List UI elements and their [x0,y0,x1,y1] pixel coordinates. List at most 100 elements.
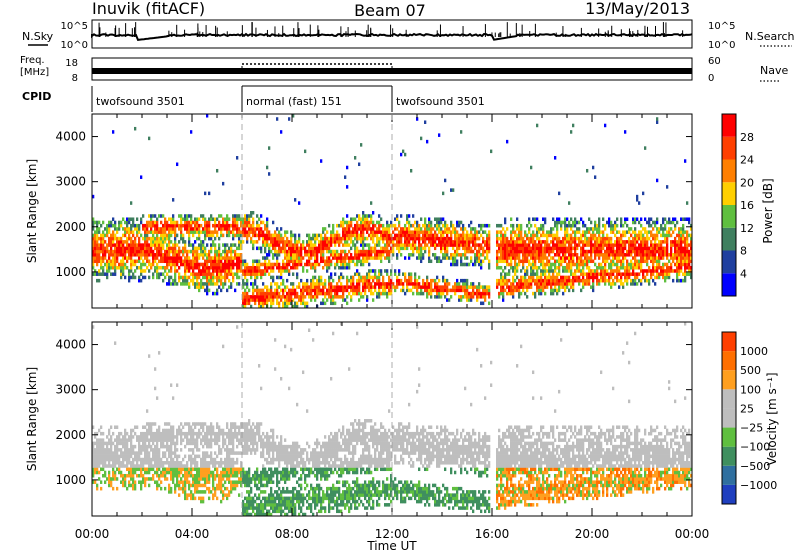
range-gate-cell [602,233,605,238]
range-gate-cell [172,230,175,234]
range-gate-cell [532,233,535,238]
range-gate-cell [102,236,105,241]
range-gate-cell [484,298,487,302]
range-gate-cell [436,285,439,289]
range-gate-cell [550,288,553,293]
range-gate-cell [412,291,415,296]
range-gate-cell [568,246,571,251]
range-gate-cell [346,275,349,280]
range-gate-cell [186,220,189,225]
range-gate-cell [320,253,323,257]
range-gate-cell [630,259,633,264]
range-gate-cell [506,262,509,267]
range-gate-cell [500,240,503,244]
range-gate-cell [428,282,431,286]
range-gate-cell [640,236,643,241]
range-gate-cell [474,233,477,238]
range-gate-cell [138,243,141,247]
range-gate-cell [580,249,583,254]
range-gate-cell [112,467,115,472]
range-gate-cell [670,246,673,251]
range-gate-cell [360,236,363,241]
range-gate-cell [272,291,275,296]
range-gate-cell [350,282,353,286]
range-gate-cell [502,275,505,280]
range-gate-cell [132,223,135,228]
range-gate-cell [566,282,569,286]
range-gate-cell [544,265,547,270]
range-gate-cell [524,249,527,254]
range-gate-cell [266,223,269,228]
range-gate-cell [278,230,281,234]
range-gate-cell [200,243,203,247]
range-gate-cell [478,246,481,251]
range-gate-cell [146,249,149,254]
range-gate-cell [476,249,479,254]
y-tick-label: 2000 [55,220,86,234]
range-gate-cell [114,477,117,481]
range-gate-cell [358,259,361,264]
range-gate-cell [614,220,617,225]
range-gate-cell [592,227,595,231]
range-gate-cell [512,256,515,260]
range-gate-cell [332,295,335,299]
range-gate-cell [174,223,177,228]
range-gate-cell [304,304,307,309]
range-gate-cell [316,278,319,283]
range-gate-cell [360,220,363,225]
range-gate-cell [246,282,249,286]
range-gate-cell [244,291,247,296]
range-gate-cell [278,240,281,244]
range-gate-cell [142,246,145,251]
range-gate-cell [314,243,317,247]
range-gate-cell [308,233,311,238]
range-gate-cell [154,269,157,273]
range-gate-cell [204,246,207,251]
range-gate-cell [474,291,477,296]
range-gate-cell [254,233,257,238]
range-gate-cell [280,227,283,231]
range-gate-cell [242,304,245,309]
range-gate-cell [560,240,563,244]
range-gate-cell [590,253,593,257]
range-gate-cell [440,240,443,244]
range-gate-cell [538,236,541,241]
range-gate-cell [362,236,365,241]
range-gate-cell [320,282,323,286]
range-gate-cell [502,259,505,264]
range-gate-cell [354,253,357,257]
range-gate-cell [660,227,663,231]
range-gate-cell [194,230,197,234]
range-gate-cell [346,253,349,257]
range-gate-cell [108,480,111,484]
range-gate-cell [410,230,413,234]
range-gate-cell [300,246,303,251]
range-gate-cell [410,275,413,280]
range-gate-cell [616,265,619,270]
range-gate-cell [412,246,415,251]
range-gate-cell [106,227,109,231]
range-gate-cell [280,265,283,270]
freq-trace [92,63,692,74]
range-gate-cell [550,262,553,267]
range-gate-cell [238,265,241,270]
range-gate-cell [596,246,599,251]
range-gate-cell [296,259,299,264]
range-gate-cell [176,162,179,167]
range-gate-cell [330,275,333,280]
range-gate-cell [168,240,171,244]
range-gate-cell [280,295,283,299]
range-gate-cell [128,256,131,260]
range-gate-cell [546,256,549,260]
range-gate-cell [294,262,297,267]
range-gate-cell [534,246,537,251]
range-gate-cell [264,265,267,270]
range-gate-cell [526,282,529,286]
range-gate-cell [612,272,615,276]
range-gate-cell [634,256,637,260]
range-gate-cell [334,285,337,289]
range-gate-cell [648,230,651,234]
range-gate-cell [170,233,173,238]
range-gate-cell [610,262,613,267]
range-gate-cell [334,240,337,244]
